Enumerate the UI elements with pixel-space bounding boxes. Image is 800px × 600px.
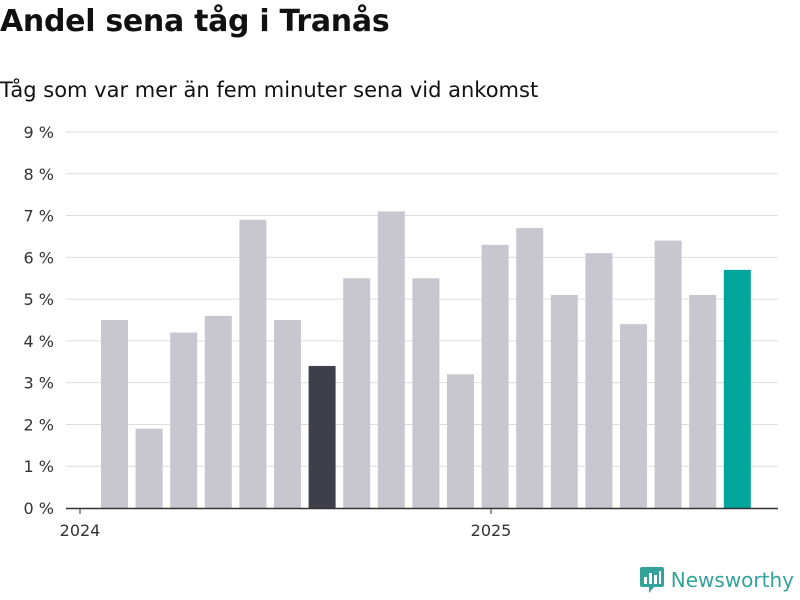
bar-chart-pin-icon xyxy=(639,567,664,593)
bar xyxy=(135,428,163,508)
bar xyxy=(723,269,751,508)
bar xyxy=(101,320,128,508)
bar xyxy=(585,253,613,508)
y-tick-label: 3 % xyxy=(24,374,54,393)
brand-name: Newsworthy xyxy=(670,568,794,592)
bar xyxy=(689,294,717,508)
chart-title: Andel sena tåg i Tranås xyxy=(0,4,390,39)
y-tick-label: 1 % xyxy=(24,457,54,476)
chart-subtitle: Tåg som var mer än fem minuter sena vid … xyxy=(0,78,539,102)
y-tick-label: 9 % xyxy=(24,123,54,142)
y-tick-label: 4 % xyxy=(24,332,54,351)
bar xyxy=(204,315,232,508)
bar xyxy=(654,240,682,508)
y-tick-label: 5 % xyxy=(24,290,54,309)
y-tick-label: 2 % xyxy=(24,415,54,434)
bar xyxy=(239,219,267,508)
y-tick-label: 8 % xyxy=(24,165,54,184)
bar xyxy=(481,244,509,509)
x-tick-label: 2024 xyxy=(60,521,101,540)
bar xyxy=(170,332,198,508)
bar xyxy=(412,278,440,508)
y-tick-label: 0 % xyxy=(24,499,54,518)
bar xyxy=(274,320,301,508)
bar xyxy=(550,294,578,508)
bar xyxy=(516,228,544,509)
bar xyxy=(308,365,336,508)
bar xyxy=(343,278,371,508)
bar xyxy=(447,374,474,508)
brand-logo: Newsworthy xyxy=(639,566,794,594)
y-tick-label: 7 % xyxy=(24,207,54,226)
bar xyxy=(377,211,405,508)
x-tick-label: 2025 xyxy=(471,521,512,540)
y-tick-label: 6 % xyxy=(24,248,54,267)
bar xyxy=(620,324,647,508)
